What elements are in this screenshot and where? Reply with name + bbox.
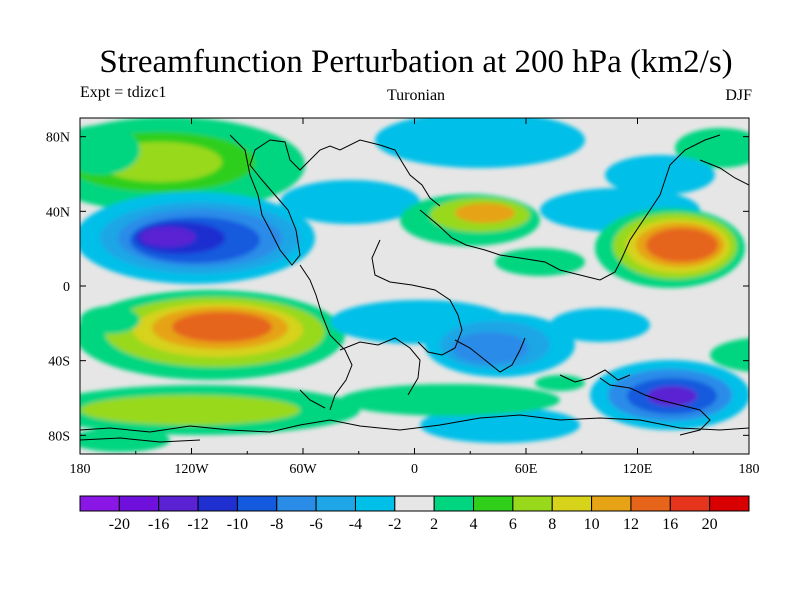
colorbar-label: 10	[584, 516, 600, 533]
colorbar-label: 8	[548, 516, 556, 533]
colorbar-swatch	[473, 495, 514, 512]
x-tick-label: 120E	[623, 462, 653, 477]
colorbar: -20 -16 -12 -10 -8 -6 -4 -2 2 4 6 8 10 12 16 20	[79, 495, 750, 533]
colorbar-label: 12	[623, 516, 639, 533]
y-tick-label: 40S	[48, 355, 70, 370]
y-tick-label: 40N	[46, 205, 70, 220]
colorbar-label: 20	[702, 516, 718, 533]
x-tick-label: 180	[70, 462, 91, 477]
colorbar-label: -2	[388, 516, 401, 533]
x-tick-label: 60E	[515, 462, 538, 477]
x-tick-label: 60W	[289, 462, 317, 477]
colorbar-swatch	[118, 495, 160, 512]
period-label: Turonian	[386, 87, 446, 104]
colorbar-label: -8	[270, 516, 283, 533]
season-label: DJF	[725, 87, 752, 104]
colorbar-label: -16	[148, 516, 169, 533]
colorbar-swatch	[354, 495, 396, 512]
colorbar-swatch	[551, 495, 593, 512]
colorbar-label: -20	[109, 516, 130, 533]
x-tick-label: 180	[739, 462, 760, 477]
y-tick-label: 0	[63, 280, 70, 295]
axis-ticks	[79, 118, 750, 454]
map-title: Streamfunction Perturbation at 200 hPa (…	[99, 44, 733, 80]
colorbar-swatch	[709, 495, 750, 512]
colorbar-swatch	[236, 495, 278, 512]
colorbar-swatch	[630, 495, 671, 512]
colorbar-swatch	[591, 495, 632, 512]
colorbar-swatch	[276, 495, 317, 512]
colorbar-swatch	[512, 495, 553, 512]
coastlines	[80, 134, 749, 443]
colorbar-label: -6	[309, 516, 322, 533]
colorbar-swatch	[158, 495, 199, 512]
x-tick-label: 0	[411, 462, 418, 477]
colorbar-label: 2	[430, 516, 438, 533]
colorbar-swatch	[197, 495, 238, 512]
colorbar-label: -4	[349, 516, 362, 533]
colorbar-label: -12	[187, 516, 208, 533]
colorbar-label: 6	[509, 516, 517, 533]
x-tick-label: 120W	[174, 462, 209, 477]
axis-tick-labels: 180 120W 60W 0 60E 120E 180 80N 40N 0 40S 80S	[46, 131, 760, 477]
negative-anomaly-arctic	[375, 118, 585, 168]
streamfunction-fill	[80, 118, 749, 452]
colorbar-swatch	[433, 495, 475, 512]
colorbar-swatch	[669, 495, 711, 512]
y-tick-label: 80N	[46, 131, 70, 146]
colorbar-label: 16	[662, 516, 678, 533]
colorbar-label: -10	[227, 516, 248, 533]
colorbar-swatch	[315, 495, 356, 512]
colorbar-swatch	[79, 495, 120, 512]
colorbar-label: 4	[470, 516, 478, 533]
experiment-label: Expt = tdizc1	[80, 84, 167, 101]
colorbar-swatch	[394, 495, 435, 512]
y-tick-label: 80S	[48, 429, 70, 444]
